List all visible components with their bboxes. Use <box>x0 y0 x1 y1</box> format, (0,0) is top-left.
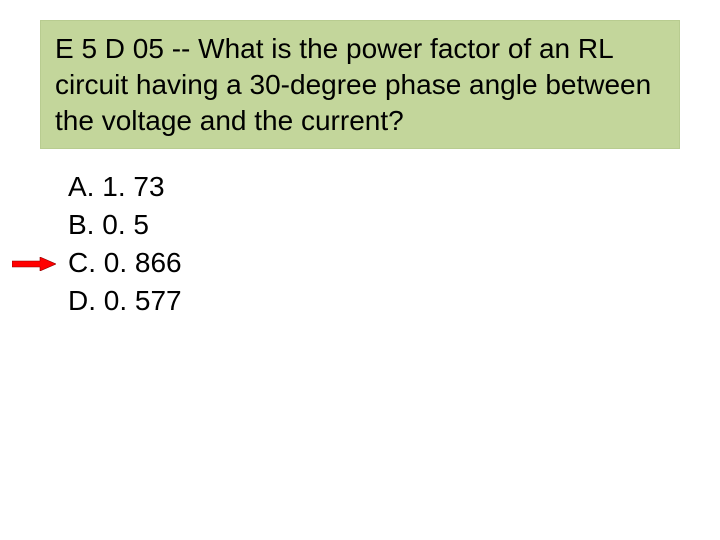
answer-c: C. 0. 866 <box>68 247 182 279</box>
answer-row: D. 0. 577 <box>68 285 680 317</box>
answer-row: C. 0. 866 <box>68 247 680 279</box>
answer-d: D. 0. 577 <box>68 285 182 317</box>
question-box: E 5 D 05 -- What is the power factor of … <box>40 20 680 149</box>
answer-letter: A. <box>68 171 94 202</box>
answer-letter: C. <box>68 247 96 278</box>
answer-text: 0. 5 <box>102 209 149 240</box>
answer-text: 0. 866 <box>104 247 182 278</box>
answer-letter: B. <box>68 209 94 240</box>
answer-text: 1. 73 <box>102 171 164 202</box>
answer-row: B. 0. 5 <box>68 209 680 241</box>
answer-text: 0. 577 <box>104 285 182 316</box>
question-text: E 5 D 05 -- What is the power factor of … <box>55 31 665 138</box>
correct-arrow-icon <box>12 257 56 271</box>
answer-list: A. 1. 73 B. 0. 5 C. 0. 866 D. 0. 577 <box>40 171 680 317</box>
answer-row: A. 1. 73 <box>68 171 680 203</box>
answer-a: A. 1. 73 <box>68 171 165 203</box>
answer-letter: D. <box>68 285 96 316</box>
slide: E 5 D 05 -- What is the power factor of … <box>0 0 720 540</box>
answer-b: B. 0. 5 <box>68 209 149 241</box>
